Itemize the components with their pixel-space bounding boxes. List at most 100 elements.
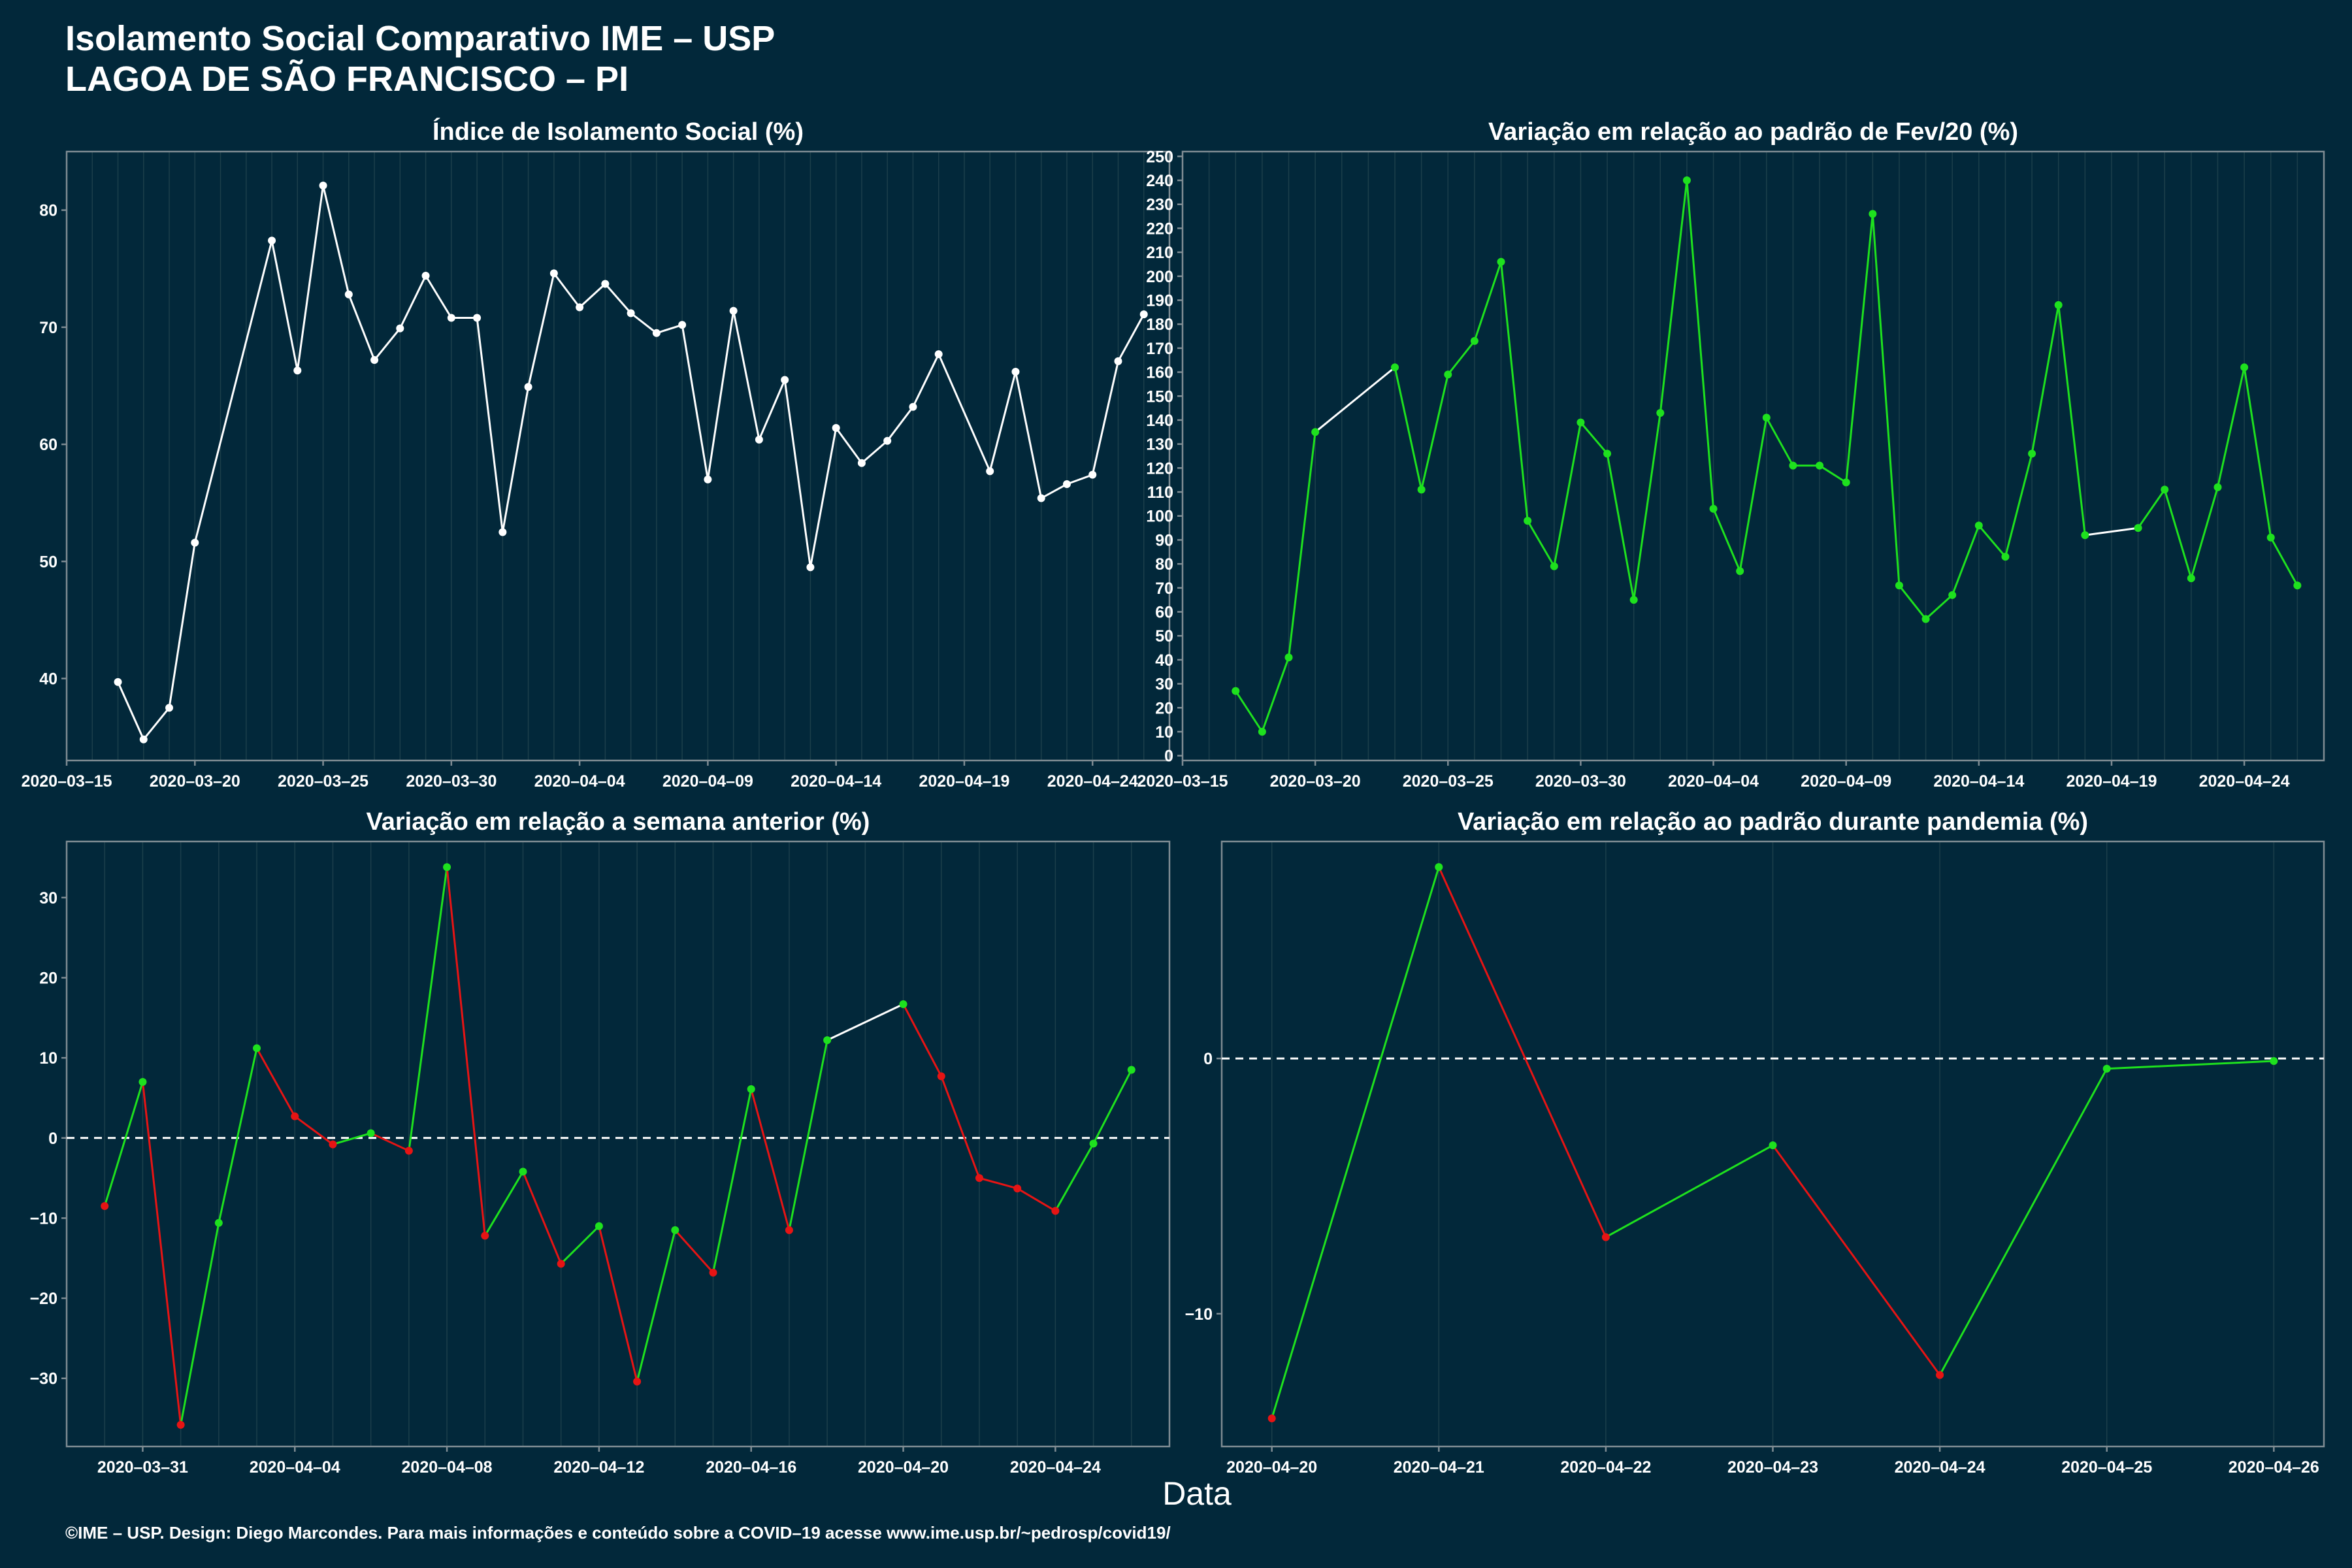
series-segment	[1659, 179, 1688, 414]
data-point	[291, 1112, 299, 1120]
x-tick-label: 2020–03–30	[406, 772, 497, 791]
series-segment	[1686, 179, 1715, 510]
x-tick-label: 2020–04–21	[1394, 1458, 1484, 1477]
series-segment	[1117, 313, 1145, 363]
series-segment	[446, 866, 486, 1237]
series-segment	[1261, 656, 1290, 733]
series-segment	[483, 1170, 524, 1237]
series-segment	[1712, 508, 1741, 572]
data-point	[883, 436, 892, 445]
data-point	[652, 329, 661, 337]
data-point	[191, 538, 199, 547]
data-point	[2054, 301, 2063, 309]
y-tick-label: 240	[1146, 172, 1173, 190]
x-tick-label: 2020–03–25	[1403, 772, 1494, 791]
data-point	[832, 423, 840, 432]
y-tick-label: 0	[48, 1130, 57, 1148]
y-tick-label: 110	[1147, 483, 1173, 502]
data-point	[986, 467, 994, 476]
data-point	[934, 350, 943, 359]
data-point	[975, 1174, 983, 1183]
y-tick-label: 10	[1155, 723, 1173, 742]
series-segment	[788, 1039, 828, 1232]
data-point	[1051, 1207, 1060, 1215]
series-segment	[1394, 366, 1423, 491]
x-tick-label: 2020–04–20	[858, 1458, 949, 1477]
x-tick-label: 2020–04–24	[1010, 1458, 1101, 1477]
data-point	[1629, 596, 1638, 604]
y-tick-label: 170	[1146, 340, 1173, 358]
series-segment	[1437, 866, 1607, 1239]
series-segment	[168, 542, 196, 709]
data-point	[823, 1036, 832, 1045]
data-point	[1895, 581, 1903, 590]
data-point	[1603, 449, 1612, 458]
data-point	[2213, 483, 2222, 491]
data-point	[1127, 1066, 1135, 1074]
series-segment	[1818, 465, 1848, 483]
data-point	[806, 563, 815, 572]
y-tick-label: 190	[1146, 291, 1173, 310]
series-segment	[348, 293, 376, 361]
y-tick-label: 40	[39, 670, 57, 689]
data-point	[857, 459, 866, 467]
data-point	[678, 321, 687, 329]
series-segment	[1579, 421, 1609, 455]
data-point	[1762, 414, 1771, 422]
x-tick-label: 2020–04–04	[250, 1458, 340, 1477]
data-point	[909, 402, 917, 411]
data-point	[709, 1268, 717, 1277]
panel-title: Variação em relação ao padrão de Fev/20 …	[1488, 118, 2018, 146]
data-point	[1011, 367, 1020, 376]
x-tick-label: 2020–04–19	[2066, 772, 2157, 791]
data-point	[1062, 480, 1071, 489]
y-tick-label: 20	[1155, 699, 1173, 717]
data-point	[1417, 485, 1426, 494]
series-segment	[331, 1132, 372, 1146]
series-segment	[180, 1222, 220, 1426]
y-tick-label: 30	[39, 889, 57, 907]
series-segment	[2031, 304, 2060, 455]
series-segment	[826, 1003, 905, 1041]
y-tick-label: 70	[39, 319, 57, 337]
data-point	[139, 1077, 147, 1086]
series-segment	[1526, 519, 1556, 568]
series-segment	[1016, 1187, 1056, 1212]
series-segment	[218, 1047, 258, 1224]
data-point	[176, 1420, 185, 1429]
x-tick-label: 2020–03–30	[1535, 772, 1626, 791]
data-point	[1444, 370, 1452, 379]
data-point	[2028, 449, 2036, 458]
data-point	[899, 1000, 907, 1008]
series-segment	[1605, 1144, 1774, 1239]
data-point	[1789, 461, 1797, 470]
series-segment	[598, 1225, 638, 1383]
y-tick-label: 210	[1146, 244, 1173, 262]
x-tick-label: 2020–04–22	[1560, 1458, 1651, 1477]
data-point	[344, 290, 353, 299]
x-tick-label: 2020–04–24	[1895, 1458, 1985, 1477]
series-segment	[1040, 483, 1068, 500]
series-segment	[712, 1088, 753, 1274]
x-tick-label: 2020–04–16	[706, 1458, 796, 1477]
series-segment	[630, 312, 658, 335]
data-point	[1769, 1141, 1777, 1149]
x-tick-label: 2020–04–25	[2061, 1458, 2152, 1477]
series-segment	[2270, 536, 2298, 587]
series-segment	[296, 184, 325, 372]
series-segment	[578, 283, 606, 308]
data-point	[1258, 727, 1266, 736]
x-tick-label: 2020–03–31	[97, 1458, 188, 1477]
data-point	[253, 1044, 261, 1053]
data-point	[447, 314, 455, 322]
x-tick-label: 2020–04–20	[1226, 1458, 1317, 1477]
x-tick-label: 2020–04–04	[1668, 772, 1759, 791]
series-segment	[141, 1081, 182, 1426]
y-tick-label: 90	[1155, 531, 1173, 549]
data-point	[165, 704, 174, 712]
data-point	[1736, 567, 1744, 576]
series-segment	[2243, 366, 2272, 539]
series-segment	[1500, 261, 1529, 522]
series-segment	[1234, 690, 1264, 733]
data-point	[633, 1377, 642, 1386]
